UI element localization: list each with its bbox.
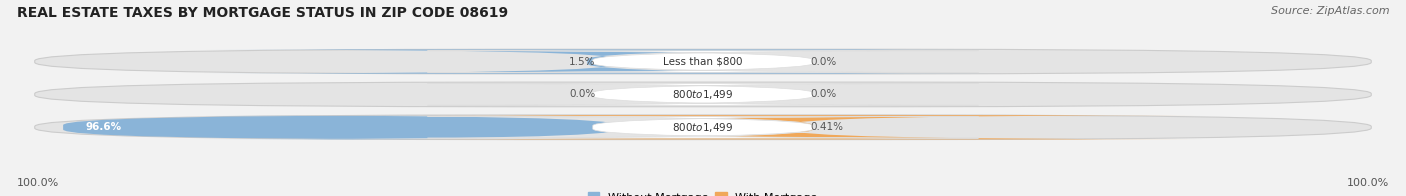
- Text: 0.0%: 0.0%: [569, 89, 596, 99]
- Text: Less than $800: Less than $800: [664, 57, 742, 67]
- Text: 100.0%: 100.0%: [17, 178, 59, 188]
- Text: 96.6%: 96.6%: [86, 122, 121, 132]
- FancyBboxPatch shape: [35, 49, 1371, 74]
- FancyBboxPatch shape: [427, 83, 979, 105]
- FancyBboxPatch shape: [399, 115, 1202, 139]
- Text: 0.0%: 0.0%: [810, 57, 837, 67]
- Text: 0.41%: 0.41%: [810, 122, 844, 132]
- FancyBboxPatch shape: [35, 115, 1371, 140]
- FancyBboxPatch shape: [427, 51, 979, 72]
- Text: REAL ESTATE TAXES BY MORTGAGE STATUS IN ZIP CODE 08619: REAL ESTATE TAXES BY MORTGAGE STATUS IN …: [17, 6, 508, 20]
- Text: Source: ZipAtlas.com: Source: ZipAtlas.com: [1271, 6, 1389, 16]
- Text: $800 to $1,499: $800 to $1,499: [672, 121, 734, 134]
- Text: 0.0%: 0.0%: [810, 89, 837, 99]
- Text: 1.5%: 1.5%: [569, 57, 596, 67]
- Text: $800 to $1,499: $800 to $1,499: [672, 88, 734, 101]
- FancyBboxPatch shape: [35, 82, 1371, 107]
- FancyBboxPatch shape: [204, 49, 1001, 74]
- FancyBboxPatch shape: [427, 116, 979, 138]
- Legend: Without Mortgage, With Mortgage: Without Mortgage, With Mortgage: [588, 192, 818, 196]
- Text: 100.0%: 100.0%: [1347, 178, 1389, 188]
- FancyBboxPatch shape: [63, 115, 617, 139]
